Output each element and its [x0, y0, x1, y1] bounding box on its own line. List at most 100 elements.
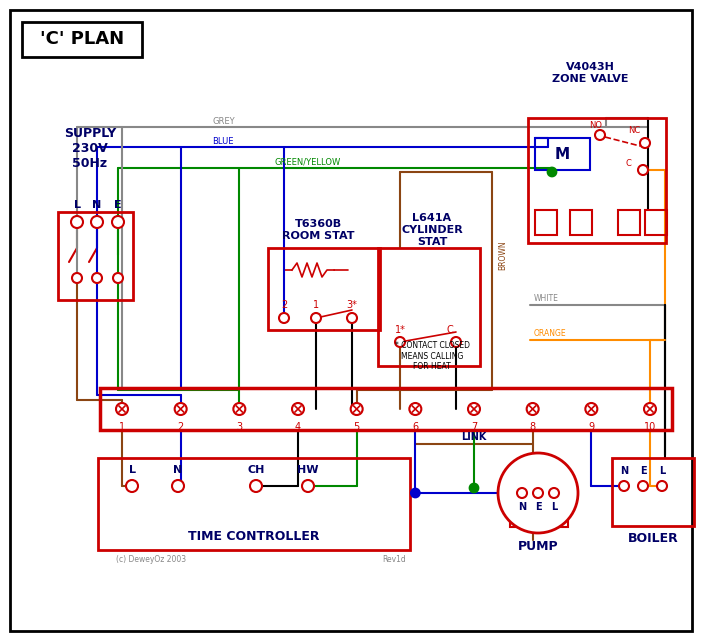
- Circle shape: [470, 484, 478, 492]
- Circle shape: [91, 216, 103, 228]
- Text: BOILER: BOILER: [628, 531, 678, 544]
- Text: C: C: [446, 325, 453, 335]
- Text: 8: 8: [529, 422, 536, 432]
- Circle shape: [279, 313, 289, 323]
- Text: L641A
CYLINDER
STAT: L641A CYLINDER STAT: [401, 213, 463, 247]
- Circle shape: [585, 403, 597, 415]
- Circle shape: [233, 403, 245, 415]
- Bar: [618, 210, 640, 235]
- Circle shape: [451, 337, 461, 347]
- Circle shape: [116, 403, 128, 415]
- Text: SUPPLY
230V
50Hz: SUPPLY 230V 50Hz: [64, 126, 116, 169]
- Circle shape: [526, 403, 538, 415]
- Text: 1: 1: [313, 300, 319, 310]
- Bar: [58, 212, 133, 300]
- Text: GREEN/YELLOW: GREEN/YELLOW: [274, 158, 340, 167]
- Text: N: N: [93, 200, 102, 210]
- Bar: [552, 505, 568, 527]
- Text: E: E: [640, 466, 647, 476]
- Text: NC: NC: [628, 126, 640, 135]
- Text: C: C: [625, 158, 631, 167]
- Text: N: N: [620, 466, 628, 476]
- Bar: [528, 118, 666, 243]
- Text: E: E: [114, 200, 122, 210]
- Text: CH: CH: [247, 465, 265, 475]
- Text: L: L: [74, 200, 81, 210]
- Circle shape: [619, 481, 629, 491]
- Circle shape: [351, 403, 363, 415]
- Text: L: L: [659, 466, 665, 476]
- Circle shape: [175, 403, 187, 415]
- Text: M: M: [555, 147, 569, 162]
- Text: T6360B
ROOM STAT: T6360B ROOM STAT: [282, 219, 355, 241]
- Text: 6: 6: [412, 422, 418, 432]
- Text: 10: 10: [644, 422, 656, 432]
- Text: 1: 1: [119, 422, 125, 432]
- Circle shape: [112, 216, 124, 228]
- Bar: [98, 458, 410, 550]
- Text: V4043H
ZONE VALVE: V4043H ZONE VALVE: [552, 62, 628, 84]
- Text: NO: NO: [590, 121, 602, 129]
- Circle shape: [595, 130, 605, 140]
- Text: 5: 5: [354, 422, 360, 432]
- Circle shape: [71, 216, 83, 228]
- Circle shape: [638, 481, 648, 491]
- Text: LINK: LINK: [461, 432, 486, 442]
- Bar: [268, 248, 380, 330]
- Circle shape: [411, 489, 419, 497]
- Bar: [378, 248, 480, 366]
- Circle shape: [644, 403, 656, 415]
- Text: (c) DeweyOz 2003: (c) DeweyOz 2003: [116, 556, 186, 565]
- Circle shape: [92, 273, 102, 283]
- Circle shape: [311, 313, 321, 323]
- Circle shape: [548, 168, 556, 176]
- Text: 3*: 3*: [347, 300, 357, 310]
- Bar: [535, 138, 590, 170]
- Bar: [510, 505, 526, 527]
- Text: 1*: 1*: [395, 325, 406, 335]
- Text: GREY: GREY: [212, 117, 234, 126]
- Circle shape: [517, 488, 527, 498]
- Bar: [535, 210, 557, 235]
- Circle shape: [172, 480, 184, 492]
- Text: BROWN: BROWN: [498, 240, 507, 270]
- Text: L: L: [551, 502, 557, 512]
- Circle shape: [113, 273, 123, 283]
- Text: E: E: [535, 502, 541, 512]
- Text: BLUE: BLUE: [212, 137, 234, 146]
- Circle shape: [638, 165, 648, 175]
- Bar: [22, 22, 142, 57]
- Text: PUMP: PUMP: [517, 540, 558, 553]
- Text: 9: 9: [588, 422, 595, 432]
- Text: 7: 7: [471, 422, 477, 432]
- Text: 3: 3: [237, 422, 242, 432]
- Text: 'C' PLAN: 'C' PLAN: [40, 30, 124, 48]
- Circle shape: [292, 403, 304, 415]
- Text: ORANGE: ORANGE: [534, 328, 567, 338]
- Text: Rev1d: Rev1d: [382, 556, 406, 565]
- Circle shape: [533, 488, 543, 498]
- Circle shape: [498, 453, 578, 533]
- Text: HW: HW: [297, 465, 319, 475]
- Circle shape: [468, 403, 480, 415]
- Circle shape: [657, 481, 667, 491]
- Text: 2: 2: [281, 300, 287, 310]
- Text: 2: 2: [178, 422, 184, 432]
- Circle shape: [640, 138, 650, 148]
- Circle shape: [302, 480, 314, 492]
- Text: WHITE: WHITE: [534, 294, 559, 303]
- Bar: [100, 388, 672, 430]
- Circle shape: [409, 403, 421, 415]
- Text: N: N: [518, 502, 526, 512]
- Text: L: L: [128, 465, 135, 475]
- Bar: [570, 210, 592, 235]
- Text: TIME CONTROLLER: TIME CONTROLLER: [188, 529, 319, 542]
- Circle shape: [347, 313, 357, 323]
- Circle shape: [549, 488, 559, 498]
- Bar: [645, 210, 667, 235]
- Bar: [612, 458, 694, 526]
- Circle shape: [72, 273, 82, 283]
- Text: N: N: [173, 465, 183, 475]
- Text: * CONTACT CLOSED
MEANS CALLING
FOR HEAT: * CONTACT CLOSED MEANS CALLING FOR HEAT: [395, 341, 470, 371]
- Text: 4: 4: [295, 422, 301, 432]
